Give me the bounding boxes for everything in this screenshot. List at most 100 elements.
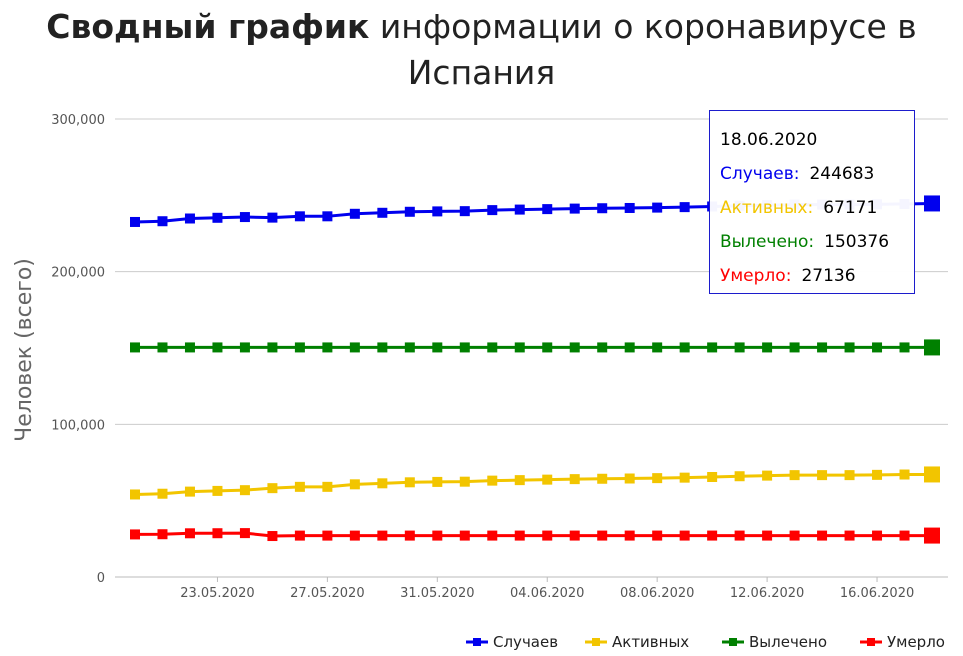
- data-point: [679, 342, 690, 353]
- legend: Случаев Активных Вылечено Умерло: [466, 633, 945, 651]
- data-point: [569, 203, 580, 214]
- tooltip-label: Умерло:: [720, 266, 792, 286]
- chart-title: Сводный график информации о коронавирусе…: [0, 4, 963, 96]
- data-point: [404, 206, 415, 217]
- data-point: [130, 489, 140, 500]
- series-Вылечено: [130, 339, 940, 356]
- x-axis-ticks: 23.05.2020 27.05.2020 31.05.2020 04.06.2020…: [180, 577, 914, 601]
- data-point: [157, 342, 168, 353]
- data-point: [239, 342, 250, 353]
- data-point: [924, 527, 940, 544]
- data-point: [294, 211, 305, 222]
- data-point: [294, 530, 305, 541]
- data-point: [157, 216, 168, 227]
- data-point: [734, 342, 745, 353]
- data-point: [679, 530, 690, 541]
- data-point: [789, 342, 800, 353]
- data-point: [514, 530, 525, 541]
- series-line: [134, 531, 932, 538]
- legend-item: Активных: [585, 633, 689, 651]
- x-tick-label: 31.05.2020: [400, 586, 474, 601]
- data-point: [872, 342, 883, 353]
- tooltip-row: Активных: 67171: [720, 191, 904, 225]
- tooltip-row: Случаев: 244683: [720, 157, 904, 191]
- data-point: [267, 531, 278, 542]
- data-point: [322, 481, 333, 492]
- data-point: [542, 474, 553, 485]
- data-point: [432, 342, 443, 353]
- data-point: [872, 469, 883, 480]
- data-point: [404, 530, 415, 541]
- data-point: [624, 202, 635, 213]
- data-point: [762, 342, 773, 353]
- data-point: [514, 342, 525, 353]
- series-Активных: [130, 466, 940, 500]
- data-point: [569, 530, 580, 541]
- x-tick-label: 23.05.2020: [180, 586, 254, 601]
- data-point: [349, 479, 360, 490]
- data-point: [239, 528, 250, 539]
- data-point: [459, 530, 470, 541]
- data-point: [734, 530, 745, 541]
- data-point: [404, 477, 415, 488]
- tooltip-value: 27136: [801, 266, 856, 286]
- data-point: [267, 342, 278, 353]
- data-point: [157, 488, 168, 499]
- data-point: [377, 207, 388, 218]
- data-point: [924, 339, 940, 356]
- data-point: [844, 530, 855, 541]
- tooltip-label: Вылечено:: [720, 232, 815, 252]
- data-point: [679, 202, 690, 213]
- y-tick-label: 200,000: [51, 266, 105, 281]
- legend-marker: [729, 638, 737, 646]
- x-tick-label: 08.06.2020: [620, 586, 694, 601]
- data-point: [789, 530, 800, 541]
- y-axis-label-group: Человек (всего): [12, 258, 37, 442]
- y-axis-label: Человек (всего): [12, 258, 37, 442]
- tooltip-value: 244683: [809, 164, 875, 184]
- data-point: [899, 530, 910, 541]
- data-point: [212, 212, 223, 223]
- legend-label: Активных: [612, 633, 689, 651]
- data-point: [652, 530, 663, 541]
- data-point: [569, 474, 580, 485]
- data-point: [294, 481, 305, 492]
- data-point: [624, 530, 635, 541]
- tooltip-value: 150376: [824, 232, 890, 252]
- data-point: [432, 530, 443, 541]
- data-point: [267, 483, 278, 494]
- data-point: [487, 530, 498, 541]
- data-point: [817, 342, 828, 353]
- data-point: [322, 211, 333, 222]
- data-point: [184, 213, 195, 224]
- data-point: [652, 202, 663, 213]
- tooltip-row: Умерло: 27136: [720, 259, 904, 293]
- data-point: [652, 473, 663, 484]
- data-point: [542, 342, 553, 353]
- data-point: [157, 529, 168, 540]
- data-point: [267, 212, 278, 223]
- data-point: [322, 342, 333, 353]
- data-point: [624, 473, 635, 484]
- data-point: [652, 342, 663, 353]
- data-point: [404, 342, 415, 353]
- data-point: [514, 204, 525, 215]
- legend-item: Вылечено: [722, 633, 827, 651]
- tooltip-value: 67171: [823, 198, 878, 218]
- data-point: [762, 470, 773, 481]
- legend-item: Умерло: [860, 633, 945, 651]
- series-line: [134, 472, 933, 496]
- y-axis-ticks: 0 100,000 200,000 300,000: [51, 113, 105, 586]
- legend-label: Случаев: [493, 633, 558, 651]
- data-point: [679, 472, 690, 483]
- data-point: [212, 528, 223, 539]
- data-point: [487, 342, 498, 353]
- data-point: [789, 470, 800, 481]
- data-tooltip: 18.06.2020 Случаев: 244683 Активных: 67171 В…: [709, 110, 915, 294]
- data-point: [432, 476, 443, 487]
- data-point: [349, 342, 360, 353]
- data-point: [322, 530, 333, 541]
- data-point: [432, 206, 443, 217]
- data-point: [542, 204, 553, 215]
